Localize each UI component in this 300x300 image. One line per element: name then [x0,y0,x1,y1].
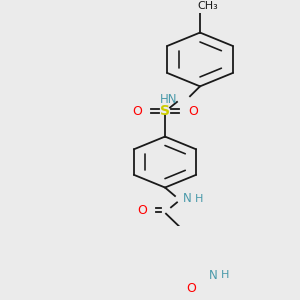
Text: O: O [186,281,196,295]
Text: N: N [209,269,218,282]
Text: H: H [221,270,230,280]
Text: CH₃: CH₃ [198,1,218,11]
Text: O: O [137,204,147,217]
Text: H: H [195,194,203,204]
Text: N: N [183,192,192,206]
Text: S: S [160,104,170,118]
Text: HN: HN [160,93,177,106]
Text: O: O [188,105,198,118]
Text: O: O [132,105,142,118]
